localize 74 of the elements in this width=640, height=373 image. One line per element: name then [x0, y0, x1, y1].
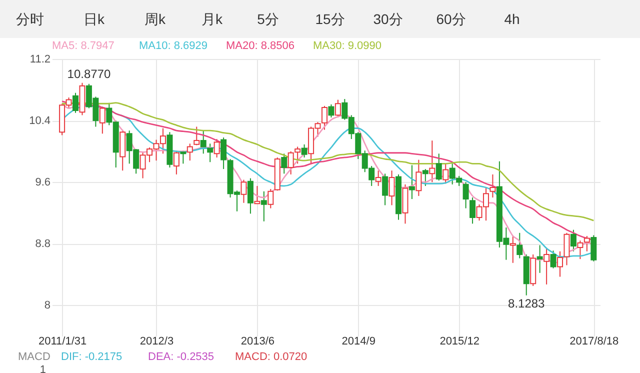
- candlestick: [281, 153, 288, 174]
- y-tick-label: 8: [44, 300, 50, 312]
- annotation: 10.8770: [67, 66, 111, 81]
- candlestick: [382, 173, 388, 206]
- candlestick: [334, 99, 341, 118]
- candlestick: [544, 248, 550, 285]
- candlestick: [462, 182, 469, 209]
- candlestick: [240, 179, 247, 204]
- text: DIF: -0.2175: [61, 351, 122, 363]
- candlestick: [207, 143, 214, 163]
- candlestick: [570, 229, 576, 252]
- x-tick-label: 2014/9: [342, 336, 376, 348]
- candlestick: [490, 174, 496, 198]
- candlestick: [584, 235, 590, 252]
- candlestick: [375, 170, 382, 186]
- x-tick-label: 2017/8/18: [570, 336, 619, 348]
- text: 15分: [315, 11, 345, 27]
- candlestick: [214, 138, 220, 158]
- annotation: 8.1283: [508, 296, 546, 310]
- text: 4h: [504, 11, 520, 27]
- text: 5分: [257, 11, 279, 27]
- text: 1: [40, 364, 46, 373]
- candlestick: [288, 150, 294, 175]
- text: 月k: [202, 11, 224, 27]
- text: 日k: [84, 11, 106, 27]
- candlestick: [254, 185, 260, 204]
- candlestick: [436, 153, 442, 182]
- y-tick-label: 11.2: [30, 54, 50, 66]
- candlestick: [173, 150, 180, 175]
- x-tick-label: 2012/3: [140, 336, 174, 348]
- candlestick: [577, 240, 584, 260]
- text: DEA: -0.2535: [148, 351, 214, 363]
- candlestick: [301, 144, 308, 158]
- candlestick: [180, 150, 186, 164]
- candlestick: [200, 130, 206, 154]
- text: MA10: 8.6929: [139, 40, 208, 52]
- candlestick: [516, 232, 523, 259]
- candlestick: [470, 197, 476, 224]
- candlestick: [510, 235, 516, 264]
- text: 分时: [16, 11, 44, 27]
- text: 30分: [373, 11, 403, 27]
- x-tick-label: 2015/12: [440, 336, 480, 348]
- candlestick: [429, 140, 436, 183]
- text: 60分: [436, 11, 466, 27]
- candlestick: [194, 126, 200, 146]
- candlestick: [99, 106, 106, 134]
- candlestick: [72, 92, 79, 114]
- candlestick: [294, 146, 301, 164]
- x-tick-label: 2013/6: [240, 336, 275, 348]
- text: MACD: 0.0720: [235, 351, 308, 363]
- y-tick-label: 8.8: [35, 238, 50, 250]
- candlestick: [328, 104, 334, 118]
- candlestick: [268, 188, 274, 209]
- candlestick: [388, 170, 395, 206]
- y-tick-label: 10.4: [29, 115, 50, 128]
- candlestick: [536, 244, 543, 274]
- candlestick: [590, 234, 597, 262]
- text: MA5: 8.7947: [52, 40, 114, 52]
- candlestick: [186, 143, 193, 162]
- candlestick: [422, 168, 428, 186]
- candlestick: [408, 164, 415, 200]
- x-tick-label: 2011/1/31: [38, 336, 87, 348]
- text: MA30: 9.0990: [313, 40, 382, 52]
- y-tick-label: 9.6: [35, 176, 50, 189]
- candlestick: [247, 178, 254, 214]
- candlestick: [564, 232, 570, 266]
- candlestick: [550, 250, 556, 269]
- text: 周k: [144, 11, 166, 27]
- text: MA20: 8.8506: [226, 40, 294, 52]
- text: MACD: [18, 351, 50, 363]
- candlestick: [416, 159, 422, 196]
- candlestick: [442, 163, 449, 184]
- candlestick: [557, 250, 564, 278]
- candlestick: [260, 190, 267, 222]
